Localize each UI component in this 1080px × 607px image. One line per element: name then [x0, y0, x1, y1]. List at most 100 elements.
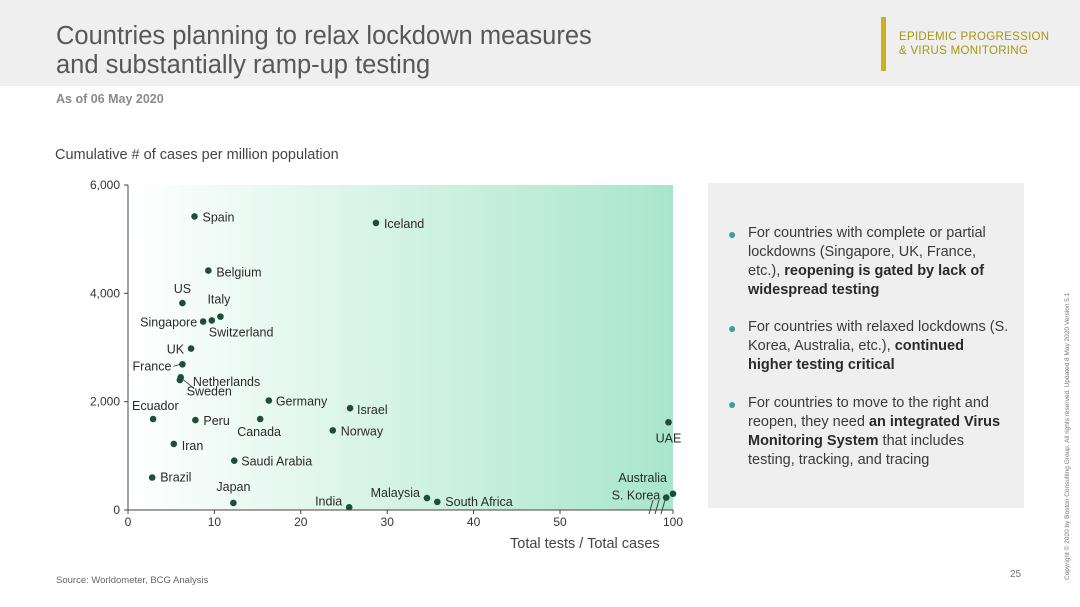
x-tick-label: 10	[208, 515, 222, 529]
data-point	[345, 503, 353, 511]
source-note: Source: Worldometer, BCG Analysis	[56, 575, 209, 586]
data-point-label: Malaysia	[371, 486, 420, 500]
bullet-dot-icon: ●	[728, 320, 737, 336]
insight-bullet-1: ● For countries with complete or partial…	[728, 224, 1010, 300]
data-point	[191, 213, 198, 220]
data-point	[187, 345, 195, 352]
data-point	[148, 474, 156, 481]
france-leader-line	[173, 363, 181, 367]
data-point-label: S. Korea	[612, 489, 661, 503]
header-band	[0, 0, 1080, 86]
data-point-label: Australia	[618, 471, 667, 485]
data-point-label: Italy	[207, 293, 231, 307]
x-axis-label: Total tests / Total cases	[510, 536, 660, 552]
data-point-label: Canada	[237, 425, 281, 439]
insight-bullet-2: ● For countries with relaxed lockdowns (…	[728, 318, 1010, 375]
data-point-label: Saudi Arabia	[241, 455, 312, 469]
data-point	[230, 457, 238, 465]
insight-bullet-3: ● For countries to move to the right and…	[728, 394, 1010, 470]
data-point-label: Brazil	[160, 471, 191, 485]
sweden-leader-line	[182, 378, 193, 388]
data-point-label: Iceland	[384, 217, 424, 231]
axis-break-marker	[648, 499, 666, 515]
data-point	[372, 219, 380, 227]
y-tick-label: 6,000	[90, 178, 120, 192]
data-point	[179, 299, 186, 307]
data-point	[192, 416, 199, 424]
data-point-label: India	[315, 494, 342, 508]
data-point-label: South Africa	[445, 495, 512, 509]
plot-background	[128, 185, 673, 510]
data-point	[434, 498, 441, 506]
data-point-label: Netherlands	[193, 375, 260, 389]
data-point	[208, 317, 216, 324]
data-point-label: US	[174, 282, 191, 296]
x-tick-label: 20	[294, 515, 308, 529]
chart-point-labels: Spain Iceland Belgium US Italy Singapore Switz…	[132, 210, 681, 508]
copyright-note: Copyright © 2020 by Boston Consulting Gr…	[1064, 292, 1071, 580]
bullet-3-emphasis: an integrated Virus Monitoring System	[748, 414, 1001, 449]
data-point	[170, 440, 178, 448]
data-point-label: Germany	[276, 395, 328, 409]
x-tick-label: 30	[381, 515, 395, 529]
data-point	[230, 499, 237, 507]
data-point-label: UK	[167, 343, 185, 357]
bullet-1-text: For countries with complete or partial l…	[748, 225, 986, 279]
tag-accent-bar	[881, 17, 886, 71]
data-point-label: Israel	[357, 403, 388, 417]
data-point	[265, 397, 273, 404]
title-line-1: Countries planning to relax lockdown mea…	[56, 22, 592, 50]
chart-ticks: 0 10 20 30 40 50 100 0 2,000 4,000 6,000	[90, 178, 683, 529]
data-point	[329, 427, 337, 434]
data-point-label: Spain	[203, 210, 235, 224]
y-tick-label: 0	[113, 503, 120, 517]
bullet-2-text: For countries with relaxed lockdowns (S.…	[748, 319, 1009, 354]
data-point-label: Switzerland	[209, 325, 274, 339]
as-of-date: As of 06 May 2020	[56, 92, 164, 106]
chart-axes	[127, 185, 673, 511]
page-number: 25	[1010, 569, 1022, 580]
x-tick-label: 0	[125, 515, 132, 529]
data-point	[256, 415, 264, 423]
y-axis-label: Cumulative # of cases per million popula…	[55, 147, 339, 163]
x-tick-label: 50	[553, 515, 567, 529]
section-tag-line-1: EPIDEMIC PROGRESSION	[899, 31, 1050, 43]
data-point	[177, 373, 185, 381]
data-point	[149, 415, 157, 423]
data-point-label: Peru	[203, 414, 229, 428]
bullet-1-emphasis: reopening is gated by lack of widespread…	[748, 263, 985, 298]
bullet-dot-icon: ●	[728, 226, 737, 242]
data-point-label: Norway	[341, 424, 384, 438]
data-point-label: France	[133, 359, 172, 373]
data-point	[423, 494, 431, 502]
data-point	[662, 494, 670, 501]
bullet-3-text-tail: that includes testing, tracking, and tra…	[748, 433, 964, 468]
data-point-label: Singapore	[140, 316, 197, 330]
data-point	[179, 360, 186, 368]
section-tag-line-2: & VIRUS MONITORING	[899, 45, 1029, 57]
page-title: Countries planning to relax lockdown mea…	[56, 22, 696, 80]
title-line-2: and substantially ramp-up testing	[56, 51, 431, 79]
data-point-label: Sweden	[187, 384, 232, 398]
insights-panel	[708, 183, 1024, 508]
y-tick-label: 4,000	[90, 286, 120, 300]
data-point-label: Belgium	[216, 266, 261, 280]
data-point	[669, 490, 677, 498]
data-point	[217, 313, 224, 320]
scatter-chart: 0 10 20 30 40 50 100 0 2,000 4,000 6,000 Spain Icel…	[90, 178, 683, 529]
data-point-label: Iran	[182, 439, 204, 453]
data-point-label: UAE	[656, 431, 682, 445]
x-tick-label: 40	[467, 515, 481, 529]
data-point	[665, 418, 672, 426]
section-tag: EPIDEMIC PROGRESSION & VIRUS MONITORING	[899, 30, 1049, 58]
bullet-3-text: For countries to move to the right and r…	[748, 395, 989, 430]
data-point	[205, 267, 212, 274]
bullet-dot-icon: ●	[728, 396, 737, 412]
data-point	[346, 404, 354, 412]
data-point-label: Ecuador	[132, 399, 179, 413]
y-tick-label: 2,000	[90, 395, 120, 409]
data-point-label: Japan	[216, 480, 250, 494]
chart-points	[148, 213, 677, 511]
bullet-2-emphasis: continued higher testing critical	[748, 338, 964, 373]
data-point	[199, 318, 207, 325]
